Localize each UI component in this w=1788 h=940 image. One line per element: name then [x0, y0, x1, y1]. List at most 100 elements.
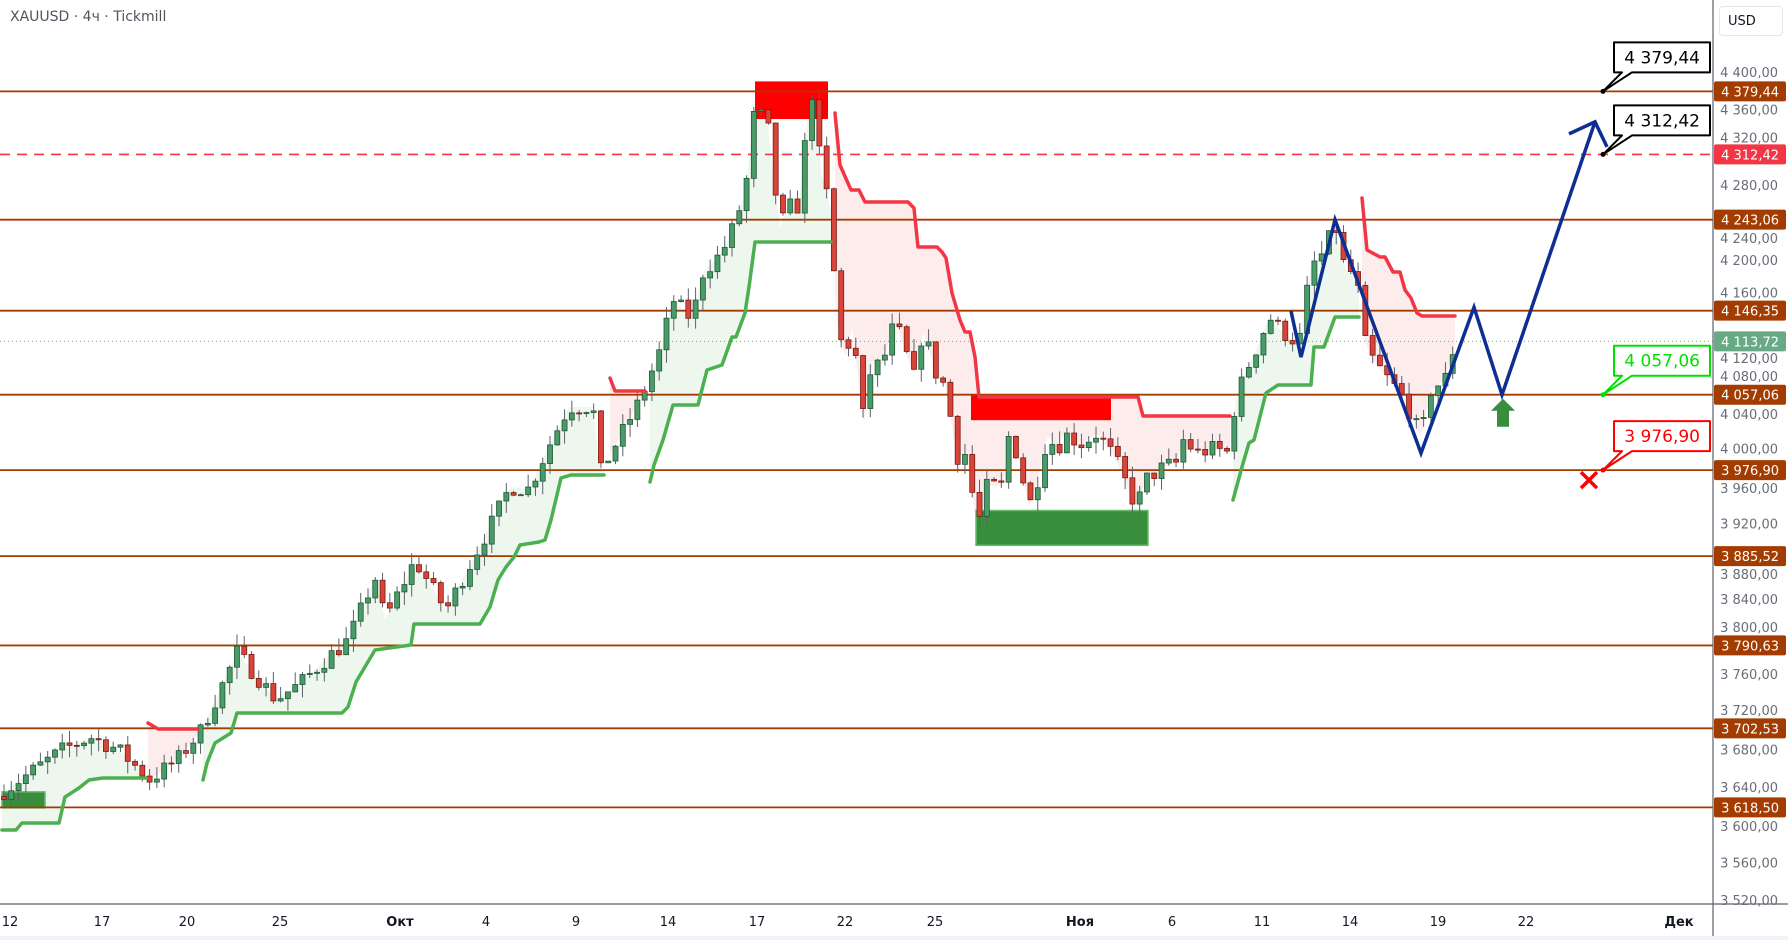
candle-up-body: [750, 111, 757, 179]
candle: [1231, 412, 1238, 460]
candle: [197, 723, 204, 754]
candle: [510, 490, 517, 497]
candle-up-body: [292, 684, 299, 693]
candle-down-body: [816, 99, 823, 147]
price-badge-label: 3 618,50: [1721, 801, 1779, 816]
candle: [539, 457, 546, 495]
candle-up-body: [372, 579, 379, 599]
candle-up-body: [605, 460, 612, 464]
candle-down-body: [598, 410, 604, 464]
candle: [372, 577, 379, 604]
candle-down-body: [168, 762, 175, 765]
supply-zone: [971, 394, 1111, 421]
candle: [15, 773, 22, 801]
candle: [59, 733, 66, 759]
candle-up-body: [583, 412, 590, 414]
candle-up-body: [44, 756, 51, 763]
candle: [430, 572, 437, 586]
candle-down-body: [124, 744, 131, 762]
candle-up-body: [590, 410, 597, 413]
candle-up-body: [212, 707, 219, 724]
supertrend-up-line: [1231, 315, 1361, 502]
candle: [1034, 476, 1041, 512]
candle: [8, 781, 15, 807]
candle: [437, 580, 444, 612]
candle-up-body: [1165, 458, 1172, 464]
candle-up-body: [496, 500, 502, 517]
candle: [1282, 318, 1289, 347]
supertrend-down-line: [833, 111, 1232, 418]
price-callout: 4 057,06: [1600, 344, 1711, 398]
candle: [1151, 472, 1158, 487]
time-tick-label: Ноя: [1066, 915, 1094, 930]
candle: [1165, 448, 1172, 466]
candle: [1238, 368, 1245, 422]
candle-up-body: [656, 349, 663, 372]
candle: [641, 386, 648, 407]
candle: [204, 718, 211, 727]
candle: [1071, 423, 1078, 455]
drawings: 4 379,44 4 312,42 4 057,06 3 976,90: [1289, 41, 1711, 490]
candle: [474, 546, 481, 576]
candle: [838, 267, 845, 348]
time-tick-label: 17: [94, 915, 111, 930]
candle: [117, 744, 124, 753]
candle-up-body: [714, 254, 721, 273]
time-tick-label: 19: [1430, 915, 1447, 930]
candle: [1100, 431, 1107, 451]
candle-down-body: [765, 109, 772, 124]
candle: [241, 636, 248, 659]
candle: [365, 588, 371, 615]
candle-down-body: [95, 738, 102, 741]
candle-up-body: [809, 99, 815, 141]
downtrend-fill: [835, 113, 1230, 520]
candle-up-body: [306, 672, 313, 675]
candle-down-body: [1114, 445, 1121, 457]
candle-down-body: [685, 299, 692, 319]
candle-down-body: [430, 578, 437, 584]
candle-down-body: [838, 270, 845, 341]
candle: [932, 341, 939, 385]
callout-label: 4 057,06: [1624, 352, 1700, 372]
candle: [481, 533, 488, 566]
candle: [88, 734, 95, 756]
candle: [22, 765, 29, 792]
candle-up-body: [649, 370, 655, 392]
callout-box: [1602, 104, 1711, 156]
candle: [1245, 362, 1252, 379]
candle-down-body: [1195, 448, 1201, 451]
candle-up-body: [874, 359, 881, 376]
time-tick-label: 20: [179, 915, 196, 930]
candle-up-body: [554, 430, 561, 446]
candle-up-body: [197, 724, 204, 744]
candle: [132, 759, 138, 771]
price-badge-label: 4 312,42: [1721, 148, 1779, 163]
candle-up-body: [1413, 418, 1420, 421]
candle-down-body: [255, 678, 262, 688]
time-tick-label: 22: [1518, 915, 1535, 930]
candle: [678, 295, 684, 303]
candle: [1093, 426, 1099, 454]
candle: [459, 582, 466, 596]
candle-down-body: [1020, 457, 1027, 484]
candle-up-body: [532, 480, 539, 488]
candle-up-body: [1034, 487, 1041, 501]
supertrend-up-line: [648, 240, 833, 484]
candle-up-body: [699, 277, 706, 301]
candle-up-body: [1180, 439, 1187, 463]
candle: [823, 136, 830, 199]
price-tick-label: 3 720,00: [1720, 704, 1778, 719]
candle-up-body: [467, 569, 473, 587]
candle: [707, 259, 714, 289]
candle-down-body: [1187, 439, 1194, 450]
candle-up-body: [52, 749, 58, 758]
forecast-path: [1289, 121, 1597, 459]
candle-down-body: [576, 412, 583, 415]
price-badge-bg: [1714, 300, 1786, 321]
candle-up-body: [525, 486, 532, 496]
currency-button[interactable]: USD: [1719, 6, 1783, 36]
candle: [554, 425, 561, 446]
callout-label: 4 312,42: [1624, 111, 1700, 131]
uptrend-fill: [1233, 222, 1359, 500]
